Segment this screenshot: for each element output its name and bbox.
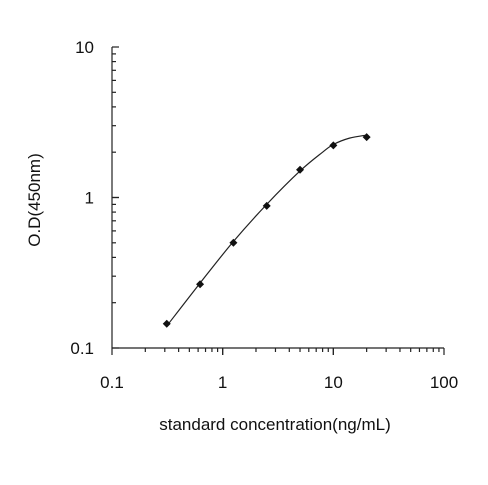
x-tick-label: 0.1	[100, 373, 124, 392]
axes	[111, 46, 445, 355]
fit-curve	[166, 134, 367, 327]
x-tick-label: 10	[324, 373, 343, 392]
x-tick-label: 100	[430, 373, 458, 392]
x-tick-label: 1	[218, 373, 227, 392]
data-point	[262, 201, 271, 210]
data-point	[329, 141, 338, 150]
y-tick-labels: 0.1 1 10	[70, 38, 94, 358]
x-tick-labels: 0.1 1 10 100	[100, 373, 458, 392]
y-axis-label: O.D(450nm)	[25, 153, 44, 247]
data-point	[162, 319, 171, 328]
y-tick-label: 0.1	[70, 339, 94, 358]
data-point	[362, 133, 371, 142]
data-point	[196, 280, 205, 289]
y-tick-label: 10	[75, 38, 94, 57]
y-tick-label: 1	[85, 189, 94, 208]
data-point	[296, 165, 305, 174]
data-points	[162, 133, 371, 328]
x-axis-label: standard concentration(ng/mL)	[159, 415, 391, 434]
data-point	[229, 238, 238, 247]
